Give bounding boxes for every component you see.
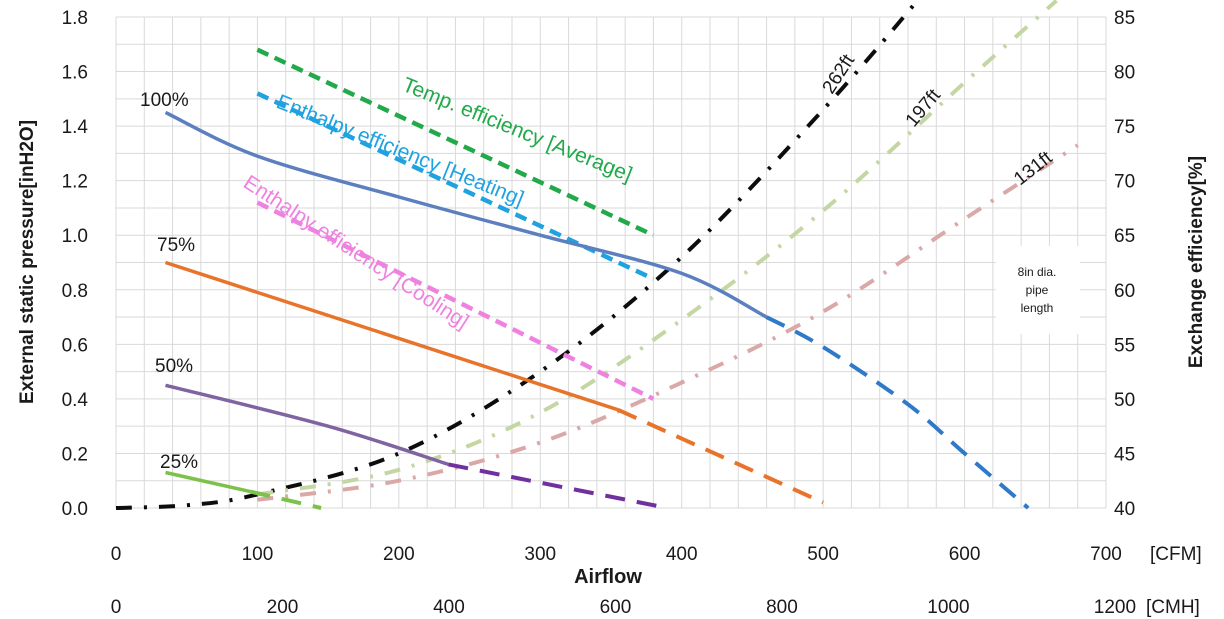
y-left-tick-label: 1.4 <box>62 117 89 138</box>
y-left-tick-label: 0.6 <box>62 335 88 356</box>
efficiency-label-enthalpy-cooling: Enthalpy efficiency [Cooling] <box>239 171 472 334</box>
fan-curve-100-dashed <box>765 315 1030 510</box>
fan-label-50: 50% <box>155 356 193 377</box>
x-axis-unit-cmh: [CMH] <box>1146 597 1200 618</box>
fan-curve-25-dashed <box>249 489 322 510</box>
x-secondary-tick-label: 1200 <box>1094 597 1136 618</box>
pipe-label-262ft: 262ft <box>819 50 860 97</box>
efficiency-curve-enthalpy-cooling <box>256 200 655 401</box>
x-tick-label: 400 <box>666 544 698 565</box>
y-right-tick-label: 60 <box>1114 281 1135 302</box>
fan-curve-100-solid <box>164 110 768 319</box>
fan-curve-25-solid <box>165 470 251 494</box>
x-secondary-tick-label: 800 <box>766 597 798 618</box>
x-tick-label: 500 <box>807 544 839 565</box>
note-line-1: 8in dia. <box>1018 265 1057 279</box>
efficiency-curve-temp-average <box>256 47 655 238</box>
y-left-tick-label: 0.2 <box>62 444 88 465</box>
pipe-note-box: 8in dia. pipe length <box>996 246 1080 334</box>
x-tick-label: 200 <box>383 544 415 565</box>
fan-label-75: 75% <box>157 235 195 256</box>
x-axis-unit-cfm: [CFM] <box>1150 544 1202 565</box>
y-left-tick-label: 0.8 <box>62 281 88 302</box>
x-tick-label: 700 <box>1090 544 1122 565</box>
y-right-tick-label: 45 <box>1114 444 1135 465</box>
fan-curve-50-solid <box>165 383 449 467</box>
y-right-tick-label: 80 <box>1114 63 1135 84</box>
x-secondary-tick-label: 1000 <box>927 597 969 618</box>
axis-tick-labels: 0.0 0.2 0.4 0.6 0.8 1.0 1.2 1.4 1.6 1.8 40 45 50 55 60… <box>62 8 1136 618</box>
fan-curve-75-solid <box>164 260 619 412</box>
pipe-curve-262ft <box>115 0 921 510</box>
x-secondary-tick-label: 400 <box>433 597 465 618</box>
y-left-tick-label: 1.0 <box>62 226 88 247</box>
y-left-tick-label: 1.8 <box>62 8 88 29</box>
y-right-tick-label: 75 <box>1114 117 1135 138</box>
x-tick-label: 0 <box>111 544 122 565</box>
y-axis-right-title: Exchange efficiency[%] <box>1186 156 1207 368</box>
x-secondary-tick-label: 0 <box>111 597 122 618</box>
x-tick-label: 300 <box>524 544 556 565</box>
y-left-tick-label: 1.6 <box>62 63 88 84</box>
y-right-tick-label: 70 <box>1114 172 1135 193</box>
fan-label-25: 25% <box>160 452 198 473</box>
note-line-3: length <box>1021 301 1054 315</box>
y-axis-left-title: External static pressure[inH2O] <box>17 120 38 404</box>
y-right-tick-label: 40 <box>1114 499 1135 520</box>
fan-label-100: 100% <box>140 90 189 111</box>
y-left-tick-label: 0.4 <box>62 390 89 411</box>
note-line-2: pipe <box>1026 283 1049 297</box>
pipe-curve-197ft <box>257 0 1058 497</box>
x-secondary-tick-label: 600 <box>600 597 632 618</box>
y-left-tick-label: 1.2 <box>62 172 88 193</box>
y-right-tick-label: 50 <box>1114 390 1135 411</box>
pipe-curve-131ft <box>257 143 1079 502</box>
fan-curves <box>164 110 1030 510</box>
y-right-tick-label: 55 <box>1114 335 1135 356</box>
pipe-resistance-curves <box>115 0 1079 510</box>
x-tick-label: 600 <box>949 544 981 565</box>
y-left-tick-label: 0.0 <box>62 499 88 520</box>
note-background <box>996 246 1080 334</box>
x-secondary-tick-label: 200 <box>267 597 299 618</box>
x-tick-label: 100 <box>242 544 274 565</box>
x-axis-title: Airflow <box>574 566 642 588</box>
fan-curve-50-dashed <box>448 462 668 510</box>
y-right-tick-label: 65 <box>1114 226 1135 247</box>
y-right-tick-label: 85 <box>1114 8 1135 29</box>
fan-curve-75-dashed <box>617 407 824 505</box>
